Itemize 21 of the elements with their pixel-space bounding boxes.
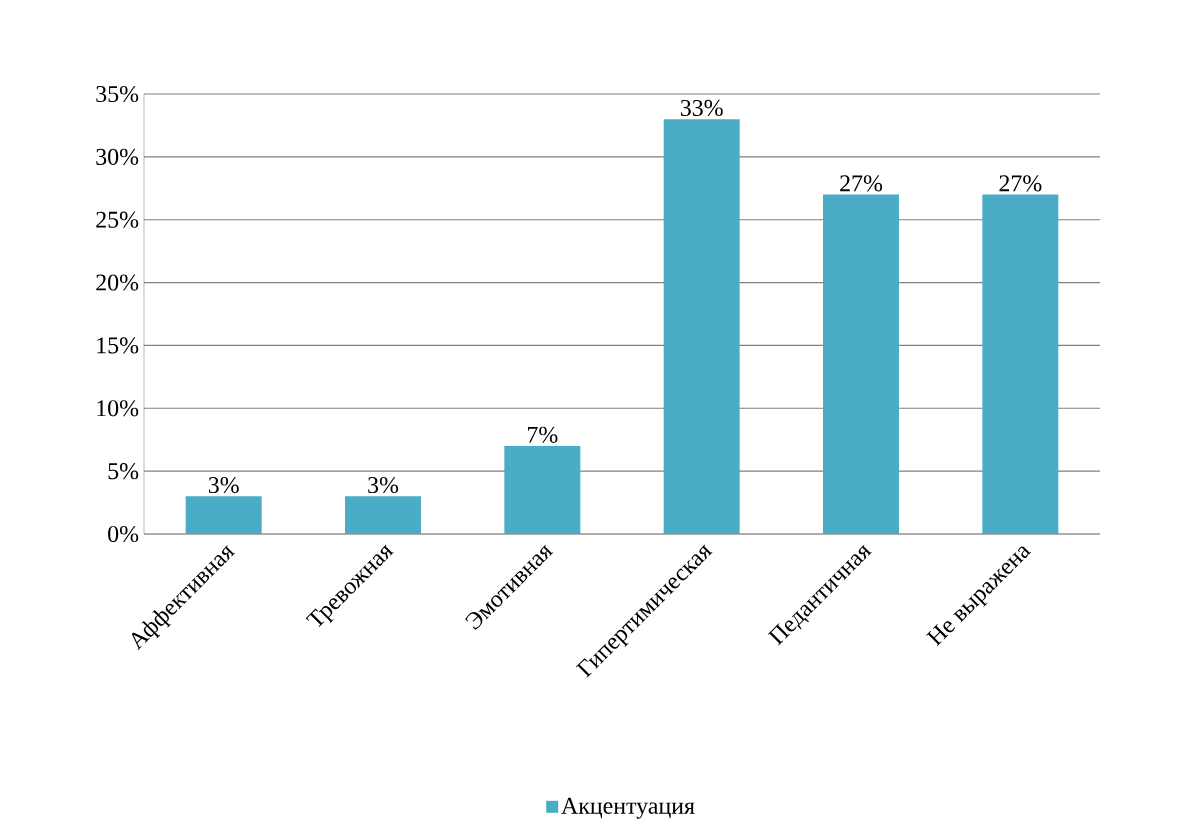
data-label: 7% (527, 426, 558, 443)
bar (982, 194, 1059, 534)
bar (185, 496, 262, 534)
data-label: 3% (208, 476, 239, 494)
y-tick-label: 5% (108, 463, 139, 480)
y-tick-label: 0% (108, 525, 139, 543)
bar (663, 119, 740, 534)
y-tick-label: 10% (97, 400, 139, 417)
bar (345, 496, 421, 534)
data-label: 33% (680, 99, 723, 117)
legend-label: Акцентуация (561, 797, 695, 819)
y-tick-label: 35% (96, 85, 139, 103)
bar (504, 446, 581, 534)
data-label: 3% (368, 476, 399, 494)
data-label: 27% (999, 175, 1042, 192)
data-label: 27% (840, 175, 883, 192)
y-tick-label: 20% (96, 274, 139, 291)
y-tick-label: 30% (96, 148, 139, 165)
y-tick-label: 25% (96, 211, 139, 228)
y-tick-label: 15% (97, 337, 139, 354)
bar (823, 194, 900, 534)
